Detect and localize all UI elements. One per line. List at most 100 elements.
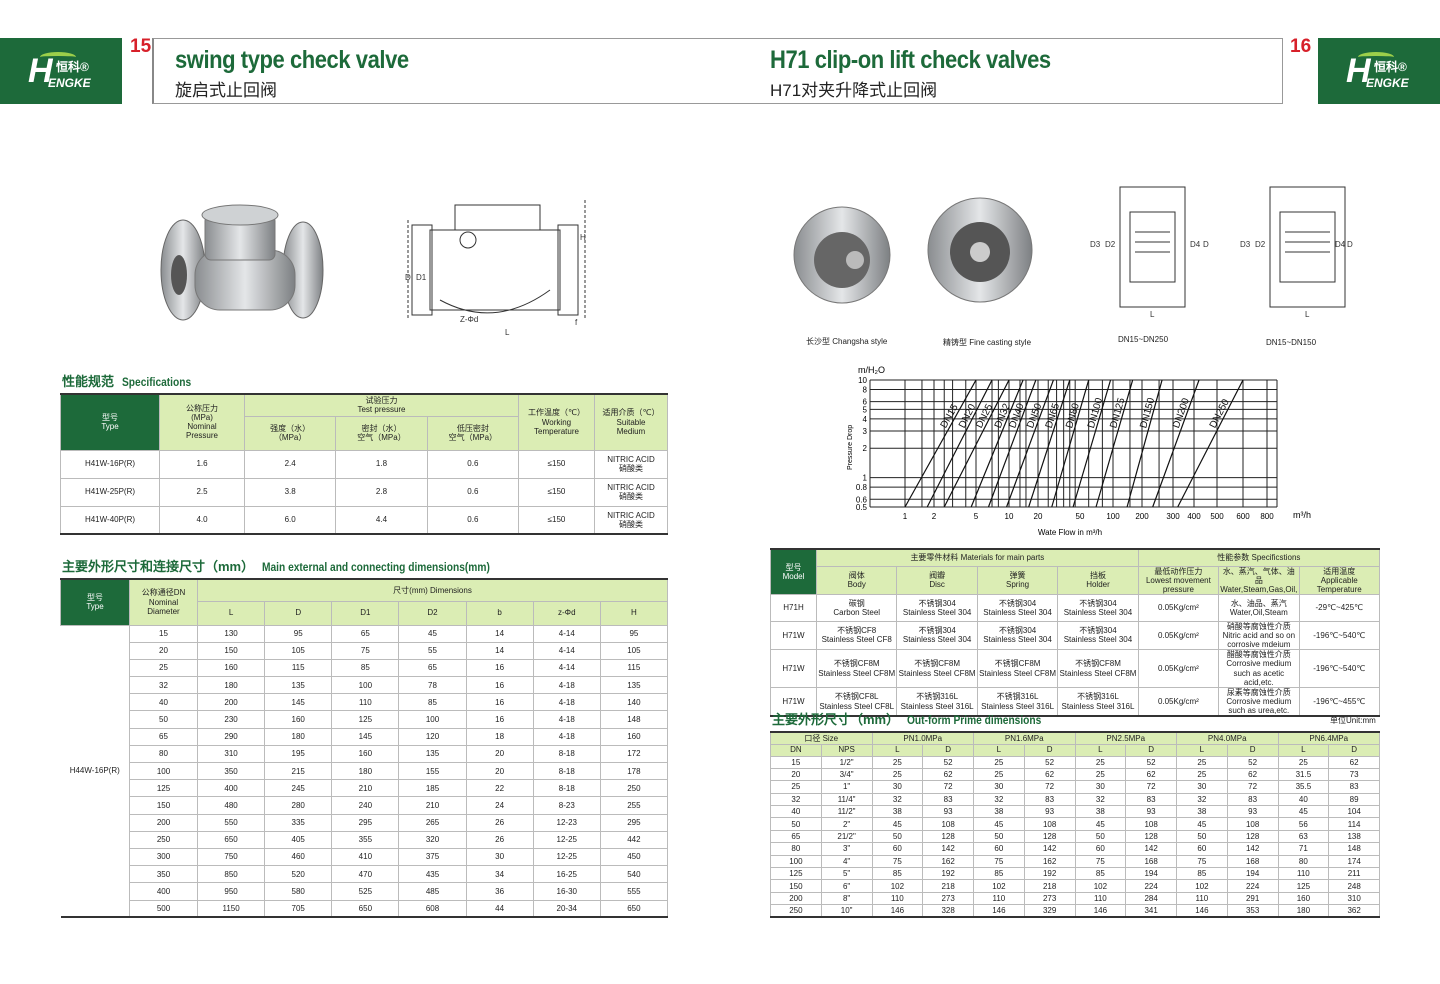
table-cell: 14 [465,624,534,643]
header-specifications: 性能参数 Specificstions [1137,548,1381,567]
table-row: 20 3/4" 25 62 25 62 25 62 25 62 31.5 73 [770,767,1380,782]
table-cell: 45 [1277,805,1330,819]
svg-text:D4: D4 [1335,240,1346,249]
series-line-dn100 [1072,379,1112,508]
table-cell: 10" [820,904,873,918]
table-cell: 40 [770,805,822,819]
table-cell: 65 [398,658,467,678]
table-cell: 85 [1176,866,1228,881]
header-dimensions: 尺寸(mm) Dimensions [197,578,668,602]
table-cell: 168 [1125,854,1177,869]
series-line-dn150 [1126,379,1163,508]
table-cell: 93 [1226,805,1279,819]
table-cell: ≤150 [518,449,595,479]
table-cell: 45 [398,624,467,643]
svg-text:D2: D2 [1105,240,1116,249]
table-cell: H71W [770,686,817,717]
svg-text:D: D [1203,240,1209,249]
table-cell: 不锈钢304 Stainless Steel 304 [1057,594,1139,622]
header-low-seal: 低压密封 空气（MPa） [426,415,520,451]
table-cell: 85 [871,866,924,881]
table-cell: 52 [922,755,974,769]
x-tick-label: 10 [1005,512,1014,521]
x-axis-label: Wate Flow in m³/h [1038,528,1102,537]
table-cell: 180 [196,676,266,695]
svg-text:D: D [1347,240,1353,249]
table-cell: 25 [1176,767,1228,782]
table-cell: 230 [196,710,266,729]
table-cell: 155 [398,761,467,781]
table-row: 125 400 245 210 185 22 8-18 250 [61,779,669,798]
table-cell: 25 [1074,755,1127,769]
header-pressure-class: PN2.5MPa [1074,731,1177,745]
table-cell: 32 [770,792,822,807]
table-row: L D D1 D2 b z-Φd H [61,600,669,626]
x-tick-label: 1 [903,512,908,521]
page-number-right: 16 [1290,36,1312,57]
x-tick-label: 600 [1236,512,1250,521]
table-cell: 95 [599,624,669,643]
table-row: 500 1150 705 650 608 44 20-34 650 [61,899,669,918]
table-cell: 65 [129,727,198,746]
table-cell: NITRIC ACID 硝酸类 [594,505,668,535]
y-tick-label: 0.6 [856,495,868,504]
table-cell: 32 [1074,792,1127,807]
table-cell: 83 [1023,792,1076,807]
table-cell: 215 [264,761,333,781]
table-cell: 138 [1328,829,1380,844]
table-cell: 125 [770,866,822,881]
table-cell: 16-25 [532,865,601,884]
table-cell: 3" [820,842,873,856]
series-line-dn32 [970,379,1024,508]
table-cell: 102 [973,879,1025,893]
table-cell: 108 [1023,817,1076,831]
header-L: L [973,743,1025,757]
table-cell: 60 [1074,842,1127,856]
table-cell: 400 [196,779,266,798]
y-tick-label: 0.5 [856,503,868,512]
table-cell: 不锈钢316L Stainless Steel 316L [976,686,1059,717]
x-tick-label: 50 [1076,512,1085,521]
table-cell: 93 [922,805,974,819]
table-row: H41W-40P(R) 4.0 6.0 4.4 0.6 ≤150 NITRIC ACID 硝酸… [60,505,668,535]
table-cell: 485 [398,882,467,901]
table-cell: 114 [1328,817,1380,831]
table-cell: ≤150 [518,505,595,535]
table-cell: 50 [129,710,198,729]
table-cell: 110 [1176,891,1228,906]
table-cell: 273 [1023,891,1076,906]
y-tick-label: 4 [863,415,868,424]
table-cell: 1/2" [820,755,873,769]
table-cell: 180 [264,727,333,746]
header-col: 挡板 Holder [1057,565,1139,596]
table-row: 300 750 460 410 375 30 12-25 450 [61,847,669,867]
svg-text:L: L [505,328,510,337]
table-cell: H41W-16P(R) [60,449,160,479]
header-seal-water: 密封（水） 空气（MPa） [335,415,428,451]
dimensions-table: 型号 Type 公称通径DN Nominal Diameter 尺寸(mm) Dimens… [60,578,669,919]
table-cell: 3/4" [820,767,873,782]
table-cell: 100 [129,761,198,781]
spec-section-title: 性能规范 Specifications [62,374,192,389]
x-tick-label: 500 [1210,512,1224,521]
table-cell: 280 [264,796,333,815]
svg-text:Z-Φd: Z-Φd [460,315,478,324]
table-cell: 353 [1226,904,1279,918]
table-cell: H41W-25P(R) [60,477,160,507]
table-cell: 180 [1277,904,1330,918]
table-cell: 224 [1226,879,1279,893]
table-cell: NITRIC ACID 硝酸类 [594,477,668,507]
header-DN: DN [770,743,822,757]
left-title: swing type check valve [175,46,409,74]
table-cell: 525 [331,882,400,901]
table-cell: 555 [599,882,669,901]
table-cell: 146 [1176,904,1228,918]
table-cell: 不锈钢CF8M Stainless Steel CF8M [976,649,1059,688]
wafer-valve-drawings: D3 D2 D4 DL D3 D2 D4 DL [1090,186,1353,319]
title-box [152,38,1283,104]
table-row: 50 230 160 125 100 16 4-18 148 [61,710,669,729]
table-cell: 550 [196,813,266,832]
svg-text:H: H [580,233,586,242]
table-cell: 31.5 [1277,767,1330,782]
header-medium: 适用介质（℃） Suitable Medium [594,393,668,451]
